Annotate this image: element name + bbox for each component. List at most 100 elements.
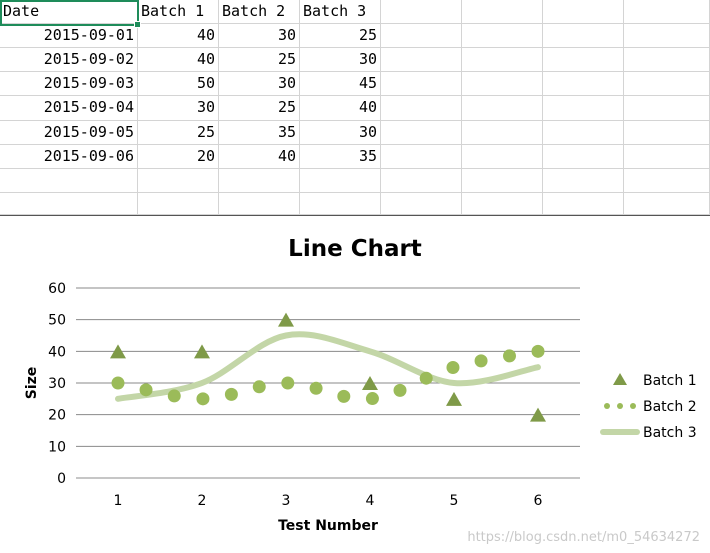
empty-cell[interactable] [138,169,219,193]
data-cell[interactable]: 30 [300,121,381,145]
data-cell[interactable]: 40 [219,145,300,169]
data-cell[interactable]: 30 [219,72,300,96]
series-marker-batch-1 [362,376,378,390]
data-cell[interactable]: 35 [219,121,300,145]
empty-cell[interactable] [543,145,624,169]
header-cell[interactable]: Batch 3 [300,0,381,24]
empty-cell[interactable] [381,96,462,121]
series-dot-batch-2 [111,376,125,390]
data-cell[interactable]: 40 [138,48,219,72]
header-cell[interactable]: Batch 2 [219,0,300,24]
empty-cell[interactable] [624,121,710,145]
legend-marker-batch-2 [604,403,610,409]
empty-cell[interactable] [462,48,543,72]
legend-marker-batch-2 [630,403,636,409]
empty-cell[interactable] [624,145,710,169]
data-cell[interactable]: 2015-09-06 [0,145,138,169]
series-dot-batch-2 [196,392,210,406]
empty-cell[interactable] [543,24,624,48]
empty-cell[interactable] [0,169,138,193]
empty-cell[interactable] [624,96,710,121]
series-dot-batch-2 [139,383,153,397]
x-tick-label: 1 [114,493,123,509]
empty-cell[interactable] [0,193,138,215]
data-cell[interactable]: 40 [300,96,381,121]
legend-label-batch-2: Batch 2 [643,399,697,415]
series-dot-batch-2 [365,392,379,406]
empty-cell[interactable] [624,0,710,24]
data-cell[interactable]: 40 [138,24,219,48]
series-dot-batch-2 [446,360,460,374]
data-cell[interactable]: 25 [300,24,381,48]
empty-cell[interactable] [381,193,462,215]
data-cell[interactable]: 2015-09-03 [0,72,138,96]
empty-cell[interactable] [300,193,381,215]
y-tick-label: 0 [57,471,66,487]
series-dot-batch-2 [393,383,407,397]
empty-cell[interactable] [462,96,543,121]
empty-cell[interactable] [381,145,462,169]
empty-cell[interactable] [381,72,462,96]
x-tick-label: 3 [282,493,291,509]
data-cell[interactable]: 25 [219,48,300,72]
empty-cell[interactable] [624,193,710,215]
data-cell[interactable]: 25 [138,121,219,145]
empty-cell[interactable] [624,24,710,48]
data-cell[interactable]: 2015-09-02 [0,48,138,72]
header-cell[interactable]: Batch 1 [138,0,219,24]
empty-cell[interactable] [543,72,624,96]
empty-cell[interactable] [624,169,710,193]
chart-title: Line Chart [288,236,422,262]
data-cell[interactable]: 35 [300,145,381,169]
empty-cell[interactable] [462,193,543,215]
data-cell[interactable]: 30 [300,48,381,72]
empty-cell[interactable] [381,24,462,48]
data-cell[interactable]: 45 [300,72,381,96]
legend-label-batch-1: Batch 1 [643,373,697,389]
data-cell[interactable]: 2015-09-05 [0,121,138,145]
empty-cell[interactable] [543,169,624,193]
series-dot-batch-2 [474,354,488,368]
divider [0,215,710,216]
empty-cell[interactable] [462,0,543,24]
empty-cell[interactable] [219,169,300,193]
empty-cell[interactable] [462,169,543,193]
watermark: https://blog.csdn.net/m0_54634272 [467,530,700,545]
empty-cell[interactable] [381,0,462,24]
spreadsheet-grid: Date Batch 1 Batch 2 Batch 3 2015-09-01 40 30 2… [0,0,710,215]
empty-cell[interactable] [381,48,462,72]
empty-cell[interactable] [462,72,543,96]
empty-cell[interactable] [543,96,624,121]
data-cell[interactable]: 2015-09-01 [0,24,138,48]
data-cell[interactable]: 20 [138,145,219,169]
data-cell[interactable]: 2015-09-04 [0,96,138,121]
series-dot-batch-2 [419,371,433,385]
data-cell[interactable]: 30 [138,96,219,121]
empty-cell[interactable] [381,169,462,193]
data-cell[interactable]: 30 [219,24,300,48]
legend-label-batch-3: Batch 3 [643,425,697,441]
empty-cell[interactable] [624,48,710,72]
empty-cell[interactable] [543,0,624,24]
data-cell[interactable]: 25 [219,96,300,121]
legend-marker-batch-1 [613,373,627,385]
empty-cell[interactable] [138,193,219,215]
x-tick-label: 2 [198,493,207,509]
empty-cell[interactable] [462,121,543,145]
empty-cell[interactable] [219,193,300,215]
empty-cell[interactable] [543,121,624,145]
empty-cell[interactable] [543,48,624,72]
empty-cell[interactable] [381,121,462,145]
empty-cell[interactable] [462,24,543,48]
header-cell[interactable]: Date [0,0,138,24]
chart-area: Line Chart 0 10 20 30 40 50 60 1 2 3 4 5 6 Test Number… [0,216,710,553]
data-cell[interactable]: 50 [138,72,219,96]
x-tick-label: 6 [534,493,543,509]
y-tick-label: 10 [48,439,66,455]
empty-cell[interactable] [462,145,543,169]
empty-cell[interactable] [624,72,710,96]
legend-marker-batch-2 [617,403,623,409]
empty-cell[interactable] [300,169,381,193]
y-tick-label: 40 [48,344,66,360]
empty-cell[interactable] [543,193,624,215]
